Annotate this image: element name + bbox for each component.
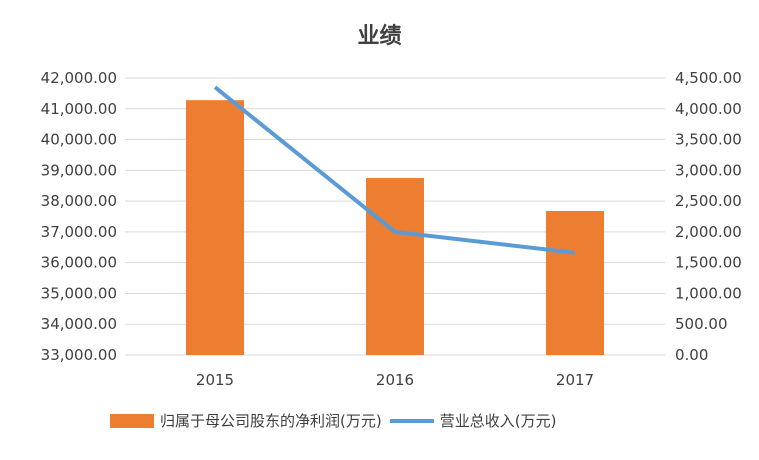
y-left-tick-label: 40,000.00 (41, 131, 117, 149)
legend-item-profit: 归属于母公司股东的净利润(万元) (110, 410, 382, 431)
legend-swatch-bar (110, 414, 154, 428)
y-left-tick-label: 42,000.00 (41, 69, 117, 87)
y-left-tick-label: 36,000.00 (41, 254, 117, 272)
y-right-tick-label: 3,000.00 (675, 161, 742, 179)
x-tick-label: 2015 (196, 371, 234, 389)
bar-2016 (366, 178, 424, 355)
y-right-tick-label: 2,500.00 (675, 192, 742, 210)
y-right-tick-label: 1,000.00 (675, 284, 742, 302)
y-left-tick-label: 33,000.00 (41, 346, 117, 364)
chart-title: 业绩 (0, 18, 759, 50)
y-left-tick-label: 37,000.00 (41, 223, 117, 241)
x-tick-label: 2016 (376, 371, 414, 389)
legend-swatch-line (390, 419, 434, 423)
bar-2015 (186, 100, 244, 355)
y-left-tick-label: 35,000.00 (41, 284, 117, 302)
y-right-tick-label: 0.00 (675, 346, 708, 364)
y-left-tick-label: 41,000.00 (41, 100, 117, 118)
y-right-tick-label: 4,500.00 (675, 69, 742, 87)
legend: 归属于母公司股东的净利润(万元) 营业总收入(万元) (110, 410, 564, 431)
bar-2017 (546, 211, 604, 355)
y-right-tick-label: 4,000.00 (675, 100, 742, 118)
legend-label-revenue: 营业总收入(万元) (440, 410, 557, 431)
legend-label-profit: 归属于母公司股东的净利润(万元) (160, 410, 382, 431)
y-right-tick-label: 500.00 (675, 315, 728, 333)
y-left-tick-label: 38,000.00 (41, 192, 117, 210)
legend-item-revenue: 营业总收入(万元) (390, 410, 557, 431)
y-left-tick-label: 34,000.00 (41, 315, 117, 333)
y-right-tick-label: 3,500.00 (675, 131, 742, 149)
x-tick-label: 2017 (556, 371, 594, 389)
y-right-tick-label: 2,000.00 (675, 223, 742, 241)
y-right-tick-label: 1,500.00 (675, 254, 742, 272)
y-left-tick-label: 39,000.00 (41, 161, 117, 179)
